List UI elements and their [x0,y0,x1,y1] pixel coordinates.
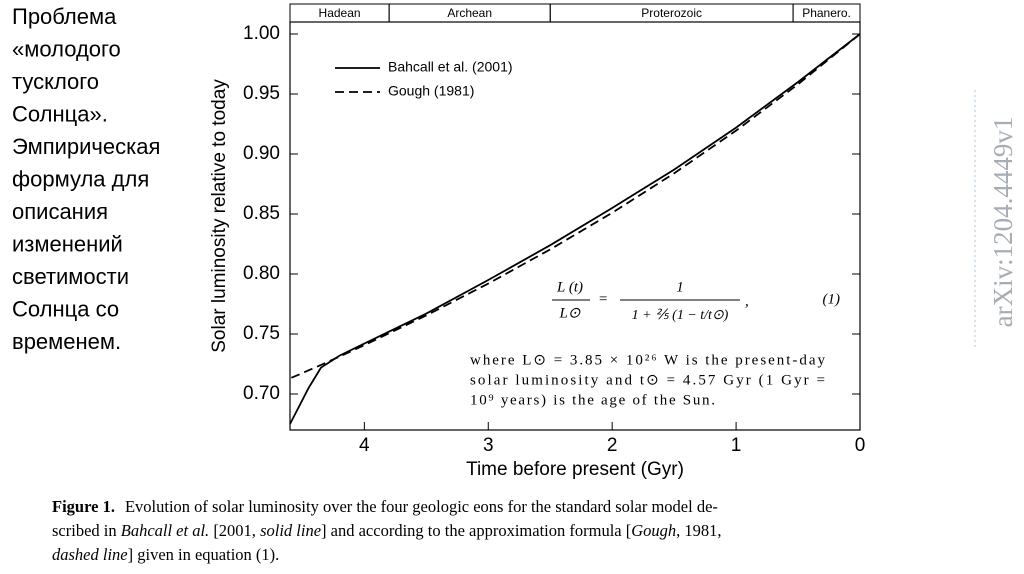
slide-text-line: описания [12,199,108,224]
y-tick-label: 0.75 [243,323,280,344]
y-tick-label: 0.85 [243,203,280,224]
slide-text-line: формула для [12,166,149,191]
eon-label: Phanero. [802,6,851,20]
formula-text: (1) [823,291,841,307]
caption-line: dashed line] given in equation (1). [52,545,279,564]
note-line: 10⁹ years) is the age of the Sun. [470,392,715,408]
plot-frame [289,21,861,431]
caption-text: [2001, [209,521,260,540]
caption-line: scribed in Bahcall et al. [2001, solid l… [52,521,722,540]
y-tick-label: 0.90 [243,143,280,164]
caption-label: Figure 1. [52,497,115,516]
formula-text: 1 + ⅖ (1 − t/t⊙) [632,308,729,323]
eon-label: Archean [447,6,492,20]
formula-text: L (t) [556,279,583,295]
slide-text-line: тусклого [12,69,99,94]
caption-line: Figure 1. Evolution of solar luminosity o… [52,497,718,516]
caption-text: Evolution of solar luminosity over the f… [125,497,718,516]
note-line: solar luminosity and t⊙ = 4.57 Gyr (1 Gy… [470,372,825,388]
eon-label: Hadean [319,6,361,20]
eon-box [792,3,861,23]
y-tick-label: 1.00 [243,23,280,44]
slide-text-line: Солнца». [12,101,108,126]
caption-text: solid line [260,521,321,540]
eon-label: Proterozoic [641,6,702,20]
slide-text-line: светимости [12,264,129,289]
formula-text: 1 [676,279,684,295]
x-tick-label: 1 [731,435,742,456]
formula-text: = [598,291,608,307]
y-tick-label: 0.80 [243,263,280,284]
caption-text: , 1981, [676,521,721,540]
caption-text: dashed line [52,545,128,564]
series-line [289,33,861,425]
caption-text: Bahcall et al. [121,521,209,540]
slide-text-line: «молодого [12,36,121,61]
x-tick-label: 2 [607,435,618,456]
x-axis-label: Time before present (Gyr) [466,459,684,480]
y-tick-label: 0.70 [243,383,280,404]
x-tick-label: 0 [855,435,866,456]
slide-text-line: Проблема [12,4,117,29]
legend-label: Bahcall et al. (2001) [388,59,513,75]
caption-text: scribed in [52,521,121,540]
watermark: arXiv:1204.4449v1 [988,117,1018,328]
caption-text: Gough [631,521,676,540]
y-tick-label: 0.95 [243,83,280,104]
caption-text: ] and according to the approximation for… [321,521,631,540]
x-tick-label: 4 [359,435,370,456]
note-line: where L⊙ = 3.85 × 10²⁶ W is the present-… [470,352,826,368]
slide-text: Проблема «молодого тусклого Солнца». Эмпирич… [12,4,160,354]
slide-text-line: изменений [12,231,123,256]
caption-text: ] given in equation (1). [128,545,280,564]
formula-text: L⊙ [559,305,581,321]
slide-text-line: Солнца со [12,296,119,321]
formula-text: , [745,293,749,309]
series-line [289,33,861,380]
legend-label: Gough (1981) [388,83,474,99]
x-tick-label: 3 [483,435,494,456]
slide-text-line: временем. [12,329,121,354]
slide-text-line: Эмпирическая [12,134,160,159]
y-axis-label: Solar luminosity relative to today [209,79,230,353]
